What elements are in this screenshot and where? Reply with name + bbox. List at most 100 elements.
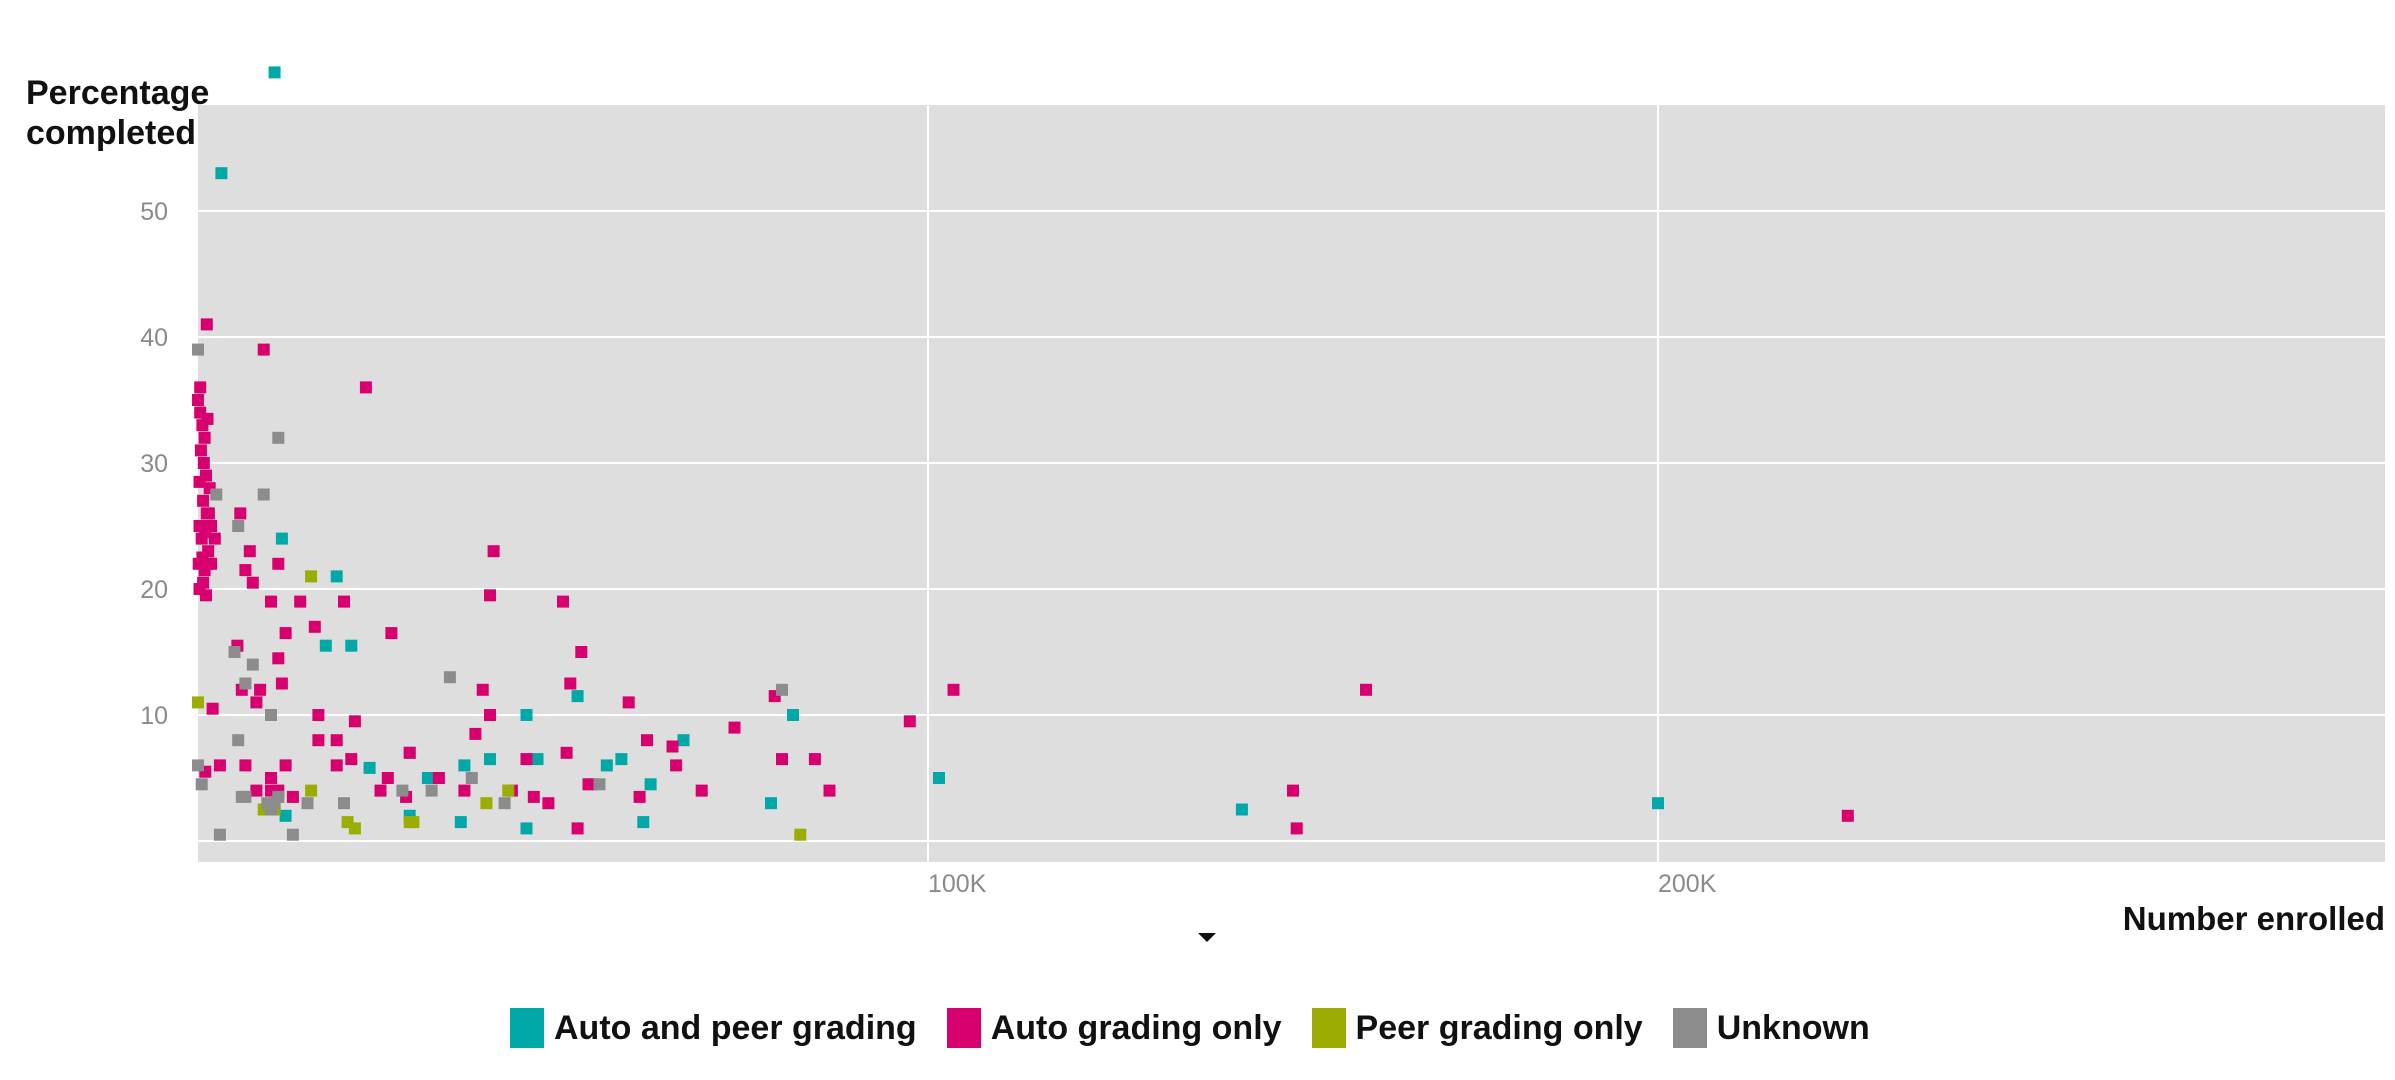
data-point <box>776 683 788 696</box>
data-point <box>275 677 288 690</box>
data-point <box>348 715 361 728</box>
data-point <box>286 828 299 841</box>
data-point <box>294 595 307 608</box>
data-point <box>202 507 215 520</box>
data-point <box>205 520 218 532</box>
data-point <box>582 778 595 791</box>
data-point <box>1841 809 1854 822</box>
data-point <box>301 797 314 810</box>
data-point <box>480 797 493 810</box>
caret-down-icon <box>1198 933 1216 942</box>
data-point <box>666 740 679 753</box>
data-point <box>265 709 277 721</box>
data-point <box>213 759 226 772</box>
data-point <box>1360 683 1372 696</box>
data-point <box>615 753 628 766</box>
data-point <box>200 589 212 602</box>
data-point <box>194 381 207 394</box>
legend-label: Auto and peer grading <box>554 1008 917 1047</box>
data-point <box>520 753 533 766</box>
data-point <box>239 759 252 772</box>
data-point <box>502 784 515 797</box>
data-point <box>432 772 445 784</box>
data-point <box>265 595 277 608</box>
data-point <box>193 475 206 488</box>
data-point <box>243 545 256 558</box>
data-point <box>305 784 318 797</box>
data-point <box>520 822 533 835</box>
data-point <box>215 167 228 180</box>
data-point <box>345 753 358 766</box>
data-point <box>279 627 292 640</box>
data-point <box>363 761 376 774</box>
data-point <box>232 734 245 747</box>
data-point <box>345 639 358 652</box>
data-point <box>279 759 292 772</box>
data-point <box>265 803 277 816</box>
data-point <box>1290 822 1303 835</box>
data-point <box>476 683 489 696</box>
data-point <box>794 828 807 841</box>
data-point <box>330 570 343 583</box>
data-point <box>808 753 821 766</box>
data-point <box>286 790 299 803</box>
data-point <box>560 746 573 759</box>
data-point <box>275 532 288 545</box>
data-point <box>272 652 285 665</box>
data-point <box>195 778 208 791</box>
data-point <box>787 709 799 721</box>
data-point <box>484 589 496 602</box>
data-point <box>637 816 650 829</box>
data-point <box>198 431 211 444</box>
data-point <box>206 702 219 715</box>
x-tick-label: 100K <box>928 870 987 898</box>
data-point <box>265 772 277 784</box>
data-point <box>571 822 584 835</box>
legend-label: Unknown <box>1716 1008 1870 1047</box>
x-tick-label: 200K <box>1658 870 1717 898</box>
data-point <box>1235 803 1248 816</box>
data-point <box>622 696 635 709</box>
data-point <box>425 784 438 797</box>
data-point <box>257 488 270 501</box>
data-point <box>564 677 577 690</box>
data-point <box>279 809 292 822</box>
data-point <box>1652 797 1664 810</box>
legend-label: Peer grading only <box>1355 1008 1643 1047</box>
data-point <box>575 646 588 658</box>
data-point <box>421 772 434 784</box>
legend-swatch <box>510 1008 544 1048</box>
data-point <box>469 727 482 740</box>
data-point <box>542 797 555 810</box>
data-point <box>197 494 210 507</box>
data-point <box>197 457 210 469</box>
data-point <box>232 520 245 532</box>
x-axis-ticks: 100K 200K <box>928 870 1717 898</box>
y-axis-label: Percentage completed <box>26 74 209 152</box>
data-point <box>312 734 325 747</box>
y-tick-label: 10 <box>140 702 168 730</box>
data-point <box>228 646 241 658</box>
data-point <box>487 545 500 558</box>
data-point <box>557 595 569 608</box>
data-point <box>254 683 267 696</box>
data-point <box>239 564 252 577</box>
data-point <box>903 715 916 728</box>
data-point <box>338 595 350 608</box>
y-tick-label: 30 <box>140 450 168 478</box>
data-point <box>374 784 387 797</box>
data-point <box>695 784 708 797</box>
data-point <box>246 576 259 589</box>
gridlines <box>198 105 2385 862</box>
data-point <box>234 507 247 520</box>
data-point <box>213 828 226 841</box>
data-point <box>348 822 361 835</box>
data-point <box>641 734 653 747</box>
data-point <box>250 784 263 797</box>
data-point <box>484 709 496 721</box>
y-tick-label: 20 <box>140 576 168 604</box>
data-point <box>359 381 372 394</box>
data-point <box>200 318 213 331</box>
data-point <box>644 778 657 791</box>
data-point <box>520 709 533 721</box>
